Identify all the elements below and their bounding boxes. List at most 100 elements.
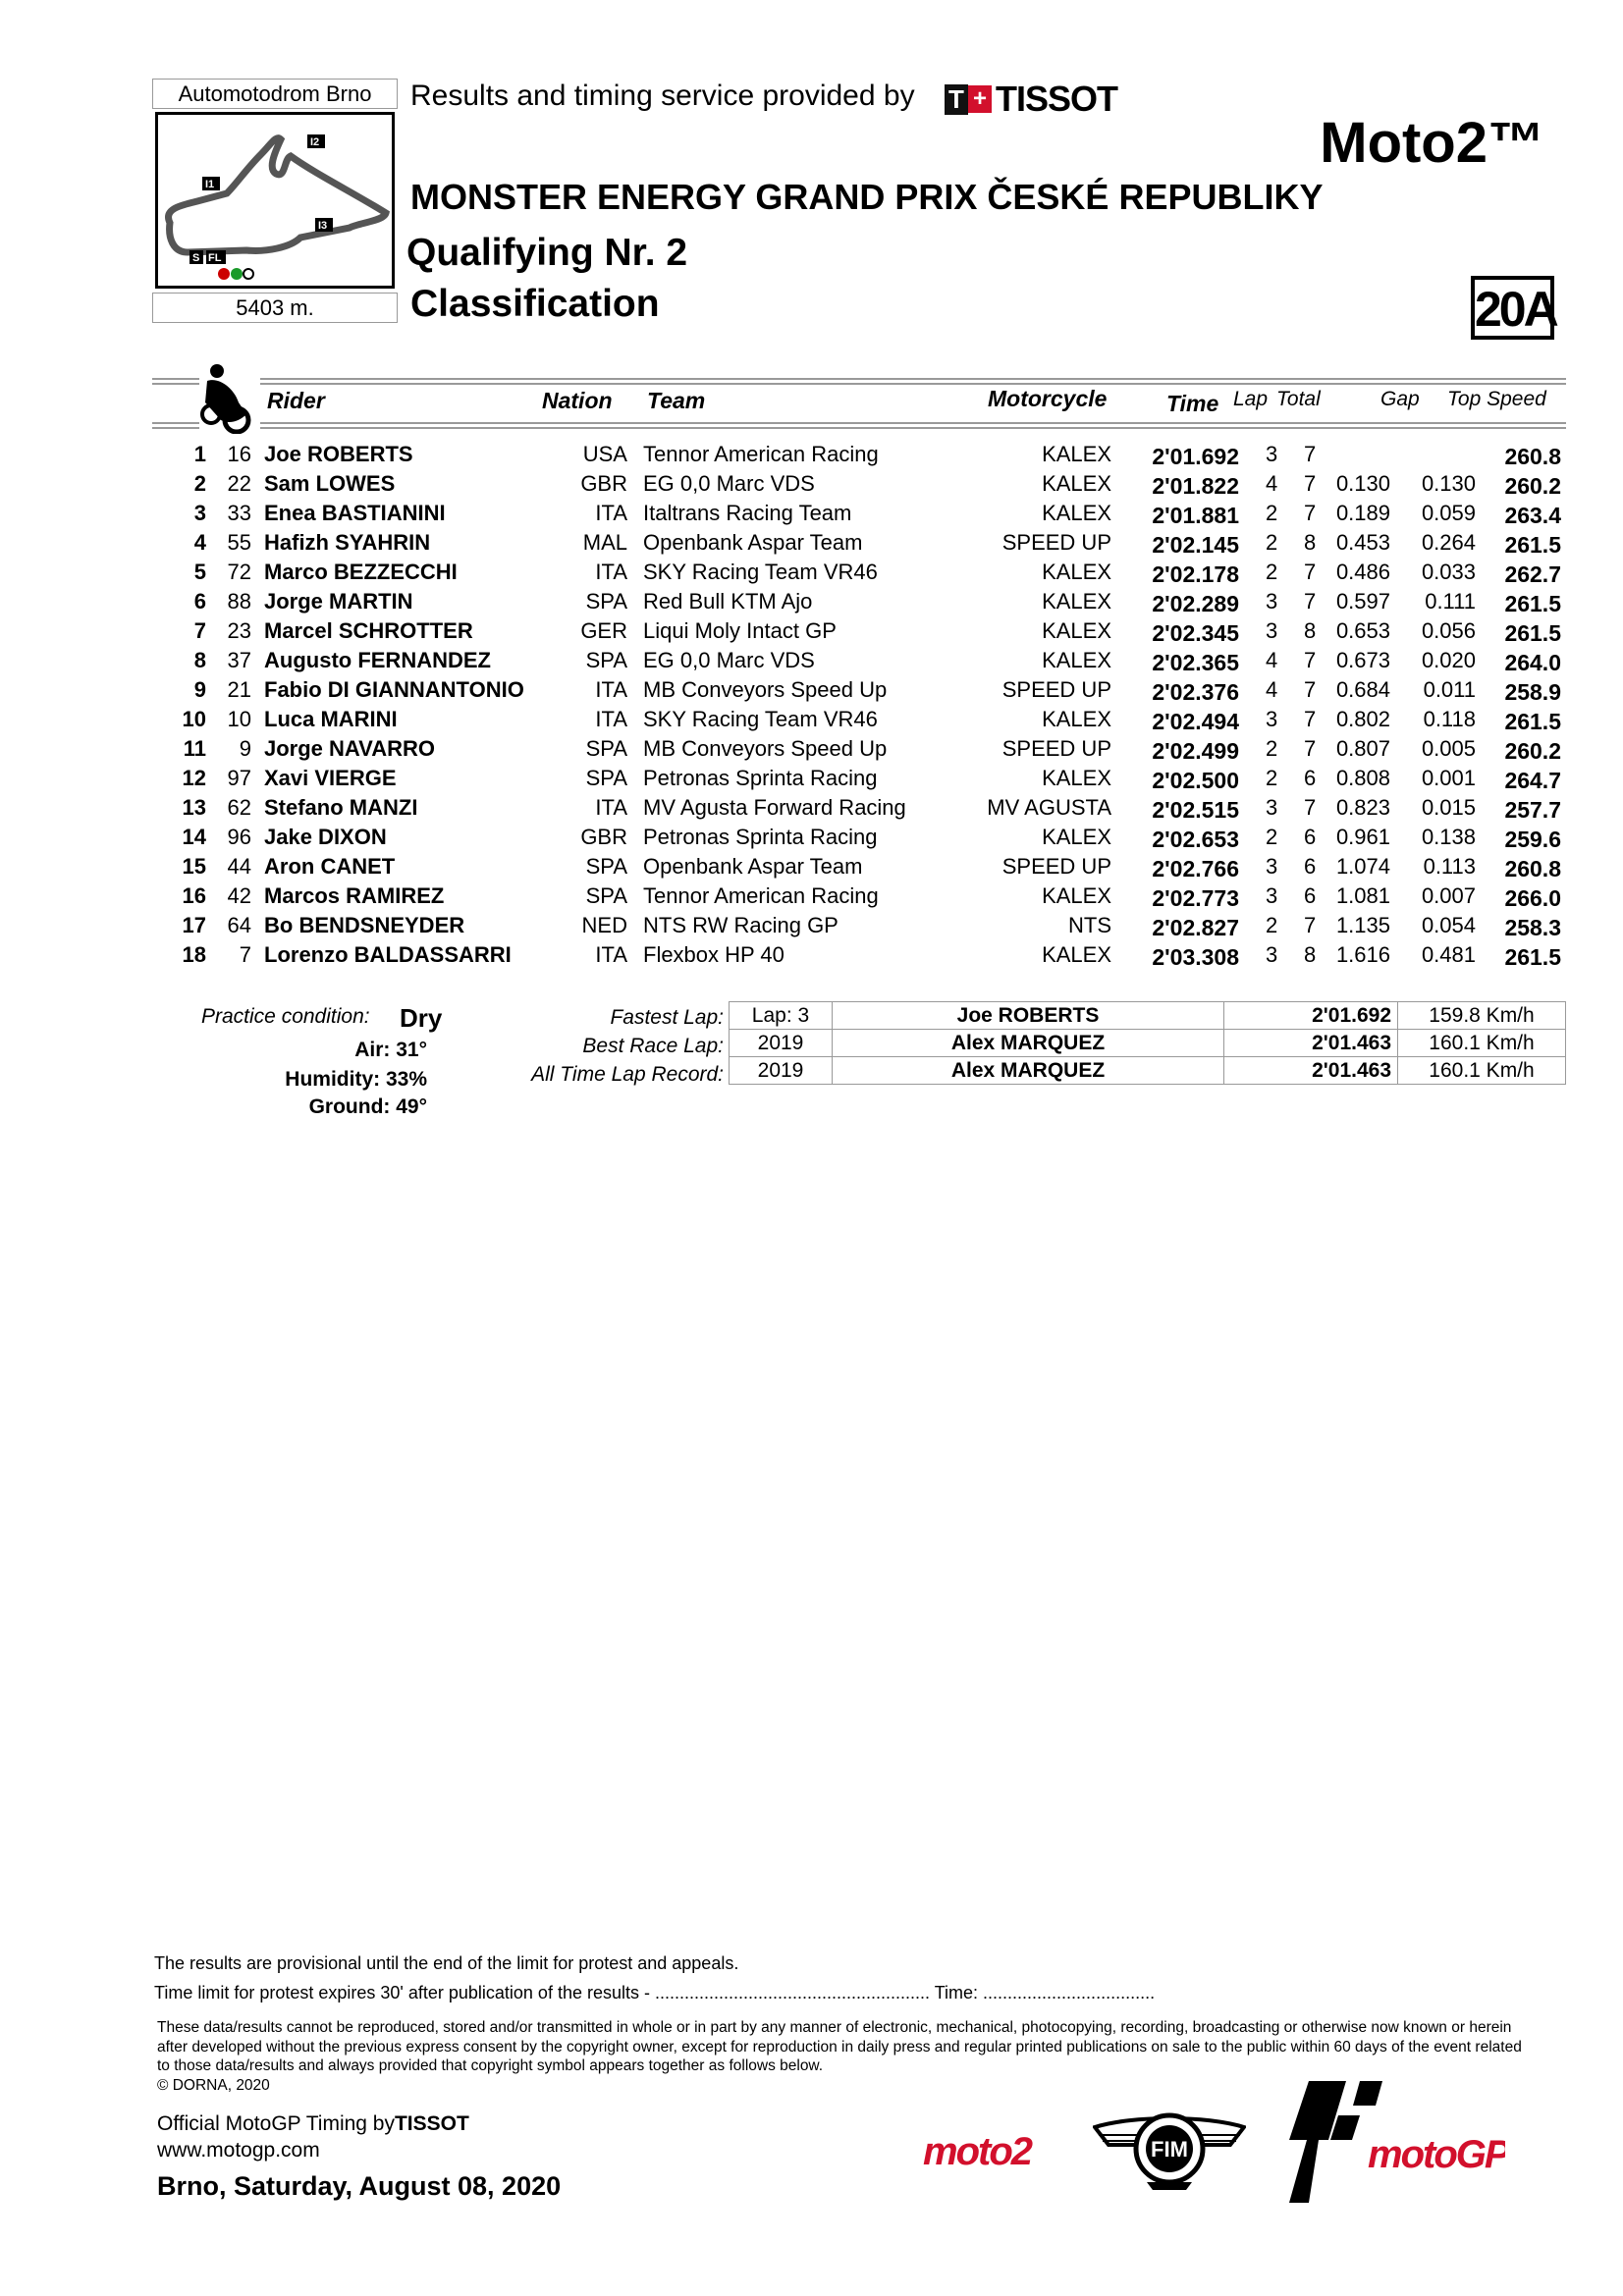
- classification-position: 4: [193, 530, 206, 555]
- rider-nation: ITA: [595, 560, 627, 584]
- total-laps: 7: [1304, 501, 1317, 525]
- rider-nation: ITA: [595, 707, 627, 731]
- rider-name: Enea BASTIANINI: [264, 501, 446, 525]
- best-lap-time: 2'02.653: [1152, 827, 1239, 852]
- rider-motorcycle: KALEX: [1042, 648, 1111, 672]
- rider-motorcycle: NTS: [1068, 913, 1111, 937]
- best-lap-time: 2'02.500: [1152, 768, 1239, 793]
- col-time: Time: [1166, 391, 1219, 416]
- ground-temp: Ground: 49°: [308, 1095, 427, 1118]
- rider-number: 64: [227, 913, 251, 937]
- table-row: 4 55 Hafizh SYAHRIN MAL Openbank Aspar Team S…: [0, 530, 1623, 560]
- table-row: 2 22 Sam LOWES GBR EG 0,0 Marc VDS KALEX 2'01.…: [0, 471, 1623, 501]
- table-row: 6 88 Jorge MARTIN SPA Red Bull KTM Ajo KALEX 2…: [0, 589, 1623, 618]
- classification-position: 11: [183, 736, 206, 761]
- top-speed: 260.2: [1504, 473, 1561, 499]
- best-lap-number: 3: [1266, 618, 1278, 643]
- rider-name: Stefano MANZI: [264, 795, 418, 820]
- gap-to-leader: 0.961: [1335, 825, 1390, 849]
- total-laps: 7: [1304, 707, 1317, 731]
- circuit-name: Automotodrom Brno: [152, 79, 398, 109]
- total-laps: 6: [1304, 766, 1317, 790]
- rider-team: NTS RW Racing GP: [643, 913, 839, 937]
- practice-condition-label: Practice condition:: [201, 1005, 370, 1028]
- total-laps: 8: [1304, 530, 1317, 555]
- gap-to-previous: 0.033: [1421, 560, 1476, 584]
- gap-to-leader: 1.074: [1335, 854, 1390, 879]
- col-top-speed: Top Speed: [1447, 388, 1546, 410]
- gap-to-previous: 0.130: [1421, 471, 1476, 496]
- classification-position: 13: [182, 795, 206, 820]
- rider-team: Tennor American Racing: [643, 883, 879, 908]
- best-lap-time: 2'02.515: [1152, 797, 1239, 823]
- classification-position: 8: [193, 648, 206, 672]
- rider-team: MB Conveyors Speed Up: [643, 677, 888, 702]
- total-laps: 7: [1304, 677, 1317, 702]
- best-lap-number: 3: [1266, 883, 1278, 908]
- rider-number: 21: [227, 677, 251, 702]
- rider-nation: GBR: [580, 825, 627, 849]
- classification-position: 1: [193, 442, 206, 466]
- marker-i3: I3: [318, 220, 327, 232]
- rider-team: SKY Racing Team VR46: [643, 707, 878, 731]
- provider-text: Results and timing service provided by: [410, 80, 915, 112]
- best-lap-number: 3: [1266, 854, 1278, 879]
- rider-motorcycle: KALEX: [1042, 442, 1111, 466]
- rider-nation: ITA: [595, 677, 627, 702]
- rider-motorcycle: KALEX: [1042, 883, 1111, 908]
- rider-team: Tennor American Racing: [643, 442, 879, 466]
- rider-motorcycle: MV AGUSTA: [987, 795, 1111, 820]
- best-lap-time: 2'01.822: [1152, 473, 1239, 499]
- table-row: 10 10 Luca MARINI ITA SKY Racing Team VR46 KA…: [0, 707, 1623, 736]
- rider-number: 7: [239, 942, 251, 967]
- rider-number: 97: [227, 766, 251, 790]
- rider-name: Augusto FERNANDEZ: [264, 648, 491, 672]
- rider-nation: USA: [582, 442, 627, 466]
- rider-motorcycle: KALEX: [1042, 766, 1111, 790]
- top-speed: 263.4: [1504, 503, 1561, 528]
- rider-name: Sam LOWES: [264, 471, 396, 496]
- gap-to-leader: 1.135: [1335, 913, 1390, 937]
- classification-position: 2: [193, 471, 206, 496]
- rider-motorcycle: KALEX: [1042, 589, 1111, 614]
- circuit-length: 5403 m.: [152, 293, 398, 323]
- top-speed: 260.8: [1504, 444, 1561, 469]
- rider-number: 33: [227, 501, 251, 525]
- rider-motorcycle: KALEX: [1042, 707, 1111, 731]
- best-lap-time: 2'02.494: [1152, 709, 1239, 734]
- best-lap-number: 3: [1266, 795, 1278, 820]
- rider-team: EG 0,0 Marc VDS: [643, 471, 815, 496]
- total-laps: 7: [1304, 913, 1317, 937]
- rider-nation: ITA: [595, 501, 627, 525]
- website-link[interactable]: www.motogp.com: [157, 2139, 320, 2162]
- table-row: 3 33 Enea BASTIANINI ITA Italtrans Racing Te…: [0, 501, 1623, 530]
- track-map-icon: I1 I2 I3 S FL: [165, 134, 391, 280]
- gap-to-previous: 0.113: [1423, 854, 1476, 879]
- provisional-notice: The results are provisional until the en…: [154, 1953, 739, 1973]
- table-row: 18 7 Lorenzo BALDASSARRI ITA Flexbox HP 40 KA…: [0, 942, 1623, 972]
- table-row: 7 23 Marcel SCHROTTER GER Liqui Moly Intact …: [0, 618, 1623, 648]
- rider-name: Marcos RAMIREZ: [264, 883, 445, 908]
- rider-team: Openbank Aspar Team: [643, 854, 863, 879]
- best-lap-time: 2'02.499: [1152, 738, 1239, 764]
- protest-notice: Time limit for protest expires 30' after…: [154, 1983, 1156, 2002]
- best-race-lap-row: 2019 Alex MARQUEZ 2'01.463 160.1 Km/h: [729, 1029, 1566, 1057]
- top-speed: 264.0: [1504, 650, 1561, 675]
- rider-motorcycle: SPEED UP: [1001, 854, 1111, 879]
- rider-team: Petronas Sprinta Racing: [643, 766, 878, 790]
- rider-team: Openbank Aspar Team: [643, 530, 863, 555]
- rider-number: 23: [227, 618, 251, 643]
- top-speed: 266.0: [1504, 885, 1561, 911]
- top-speed: 261.5: [1504, 709, 1561, 734]
- rider-motorcycle: KALEX: [1042, 825, 1111, 849]
- best-lap-number: 3: [1266, 442, 1278, 466]
- table-row: 15 44 Aron CANET SPA Openbank Aspar Team SPEE…: [0, 854, 1623, 883]
- practice-condition-value: Dry: [400, 1003, 443, 1033]
- rider-number: 88: [227, 589, 251, 614]
- rider-number: 42: [227, 883, 251, 908]
- best-lap-number: 2: [1266, 501, 1278, 525]
- classification-position: 18: [182, 942, 206, 967]
- table-row: 5 72 Marco BEZZECCHI ITA SKY Racing Team VR4…: [0, 560, 1623, 589]
- gap-to-previous: 0.054: [1421, 913, 1476, 937]
- best-lap-number: 2: [1266, 736, 1278, 761]
